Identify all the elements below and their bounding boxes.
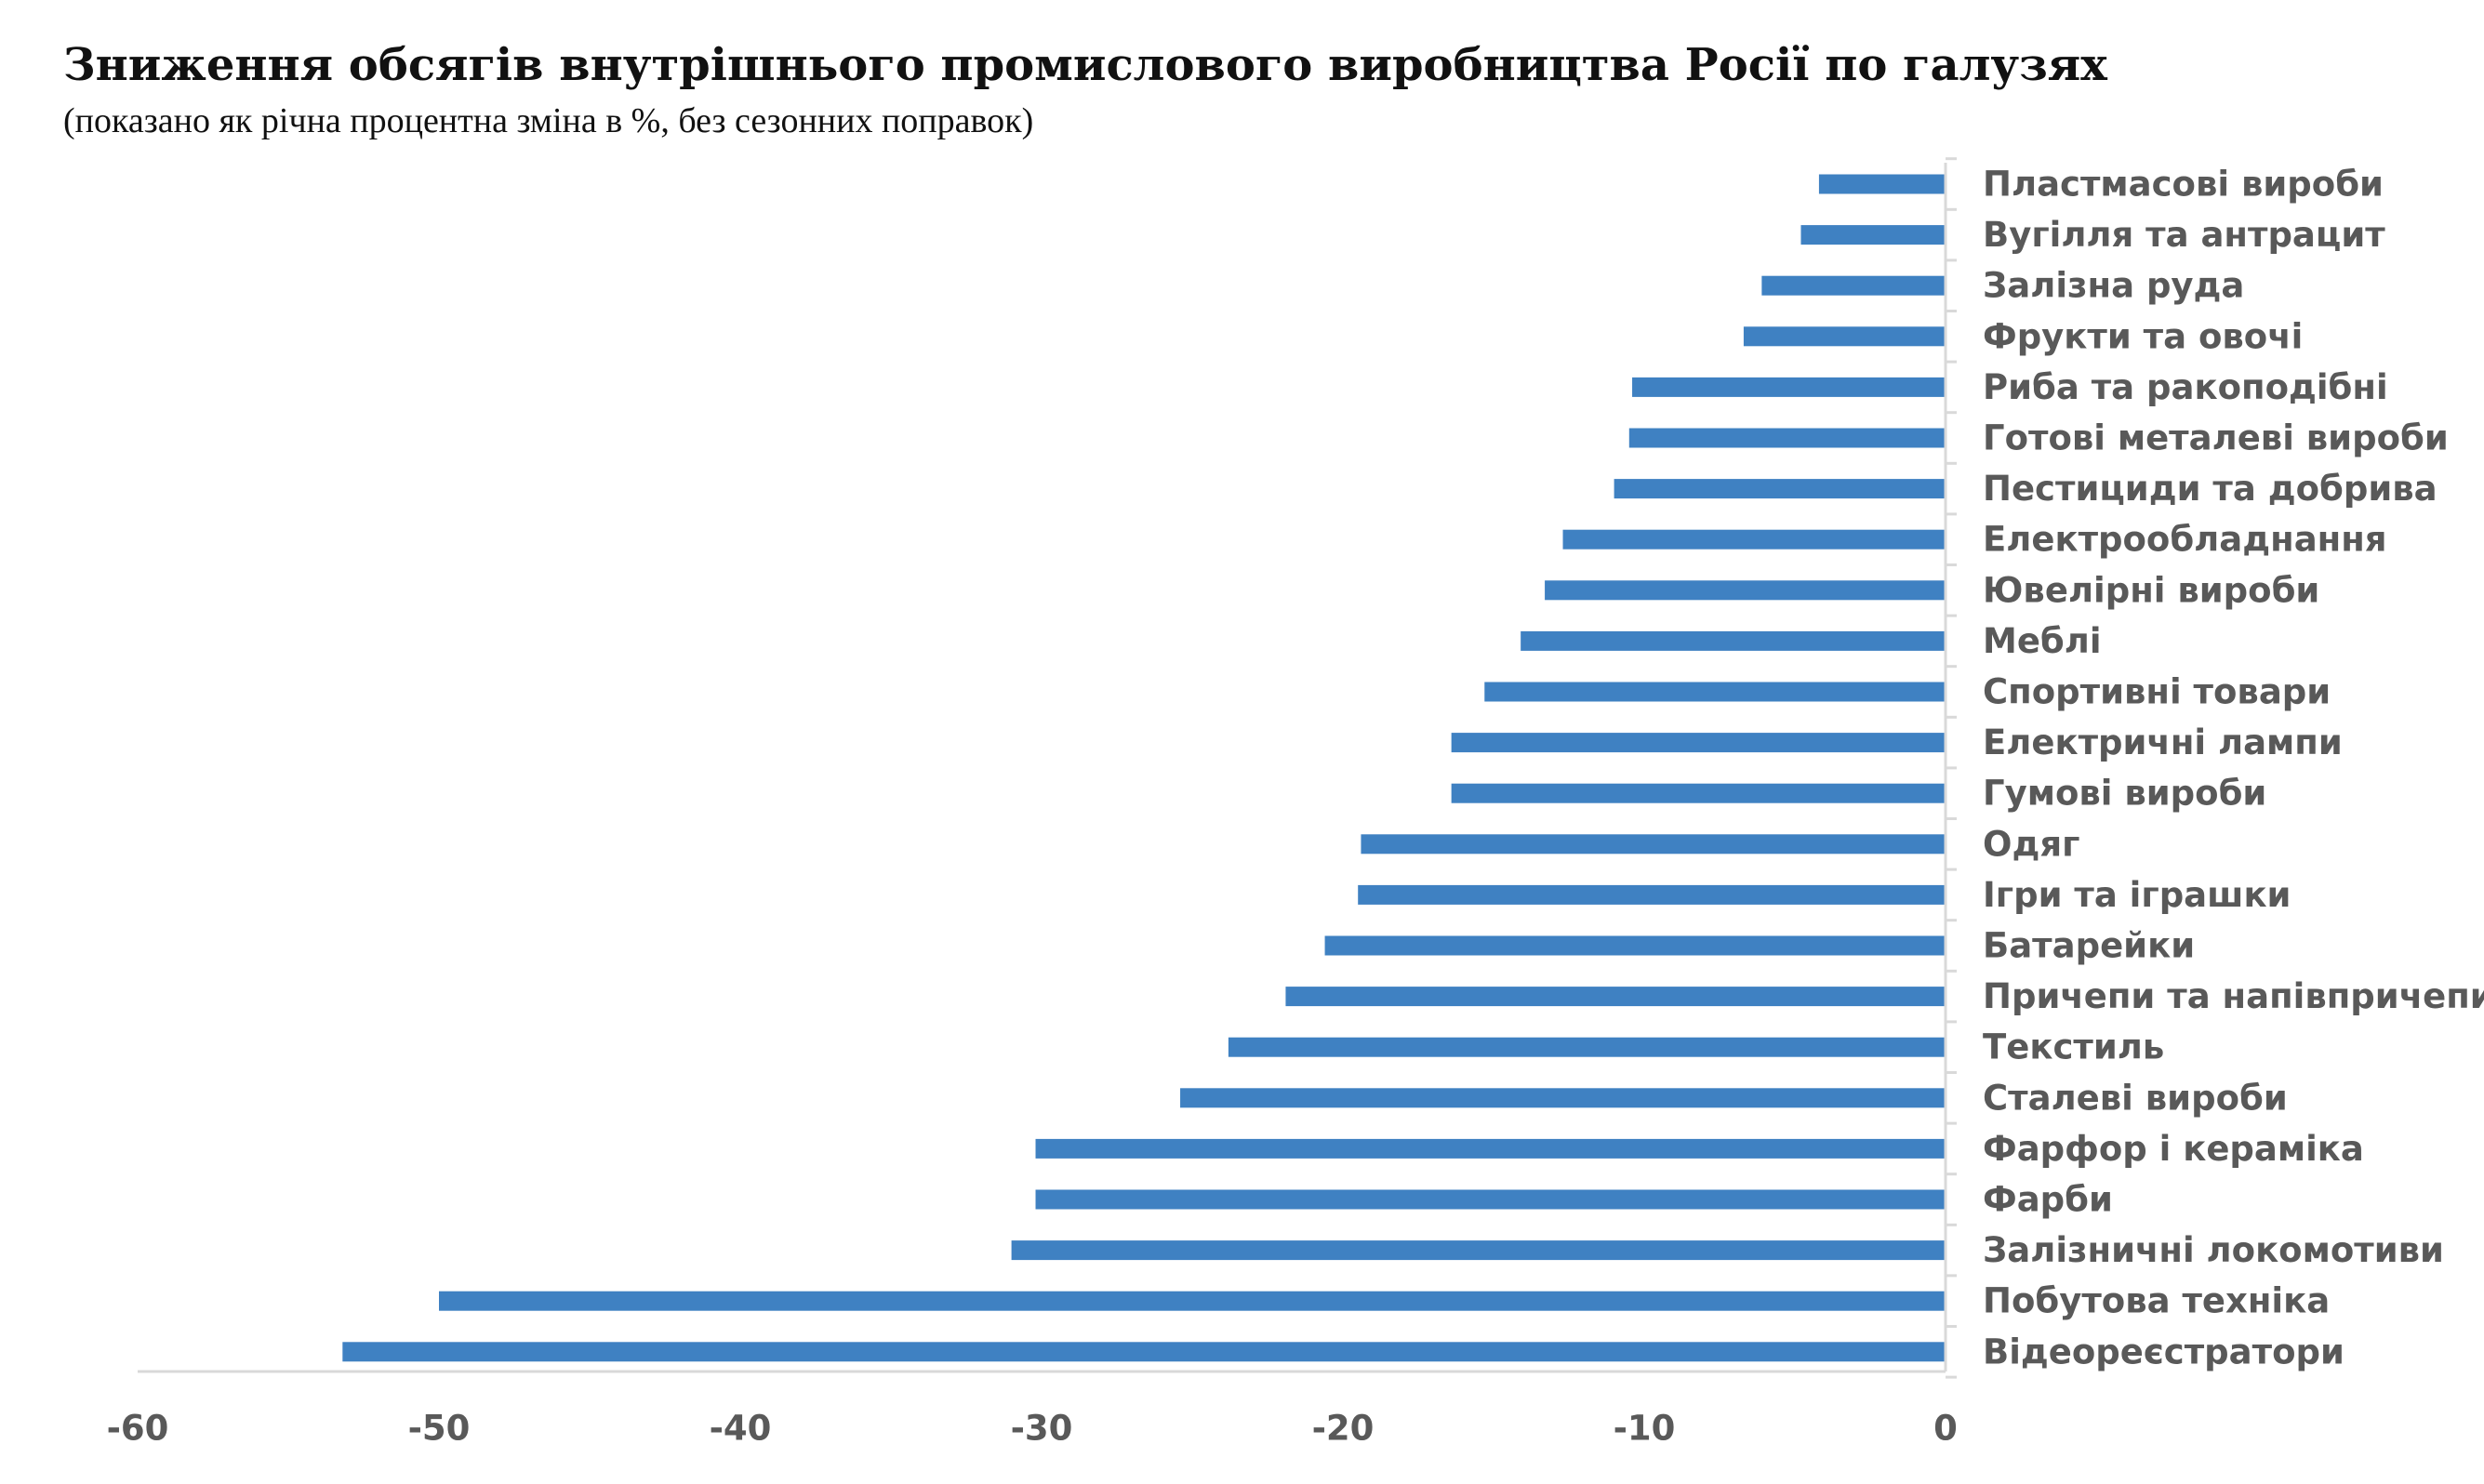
- bar: [1743, 326, 1946, 347]
- bar: [439, 1291, 1946, 1311]
- bar: [1761, 275, 1946, 296]
- bar: [1614, 479, 1946, 499]
- bar: [1628, 428, 1946, 448]
- bar: [1035, 1138, 1946, 1159]
- bar: [1035, 1189, 1946, 1210]
- x-tick-label: -60: [107, 1409, 169, 1449]
- category-label: Гумові вироби: [1983, 774, 2266, 814]
- category-label: Вугілля та антрацит: [1983, 215, 2385, 255]
- chart-subtitle: (показано як річна процентна зміна в %, …: [63, 101, 1034, 140]
- x-tick-label: -10: [1614, 1409, 1676, 1449]
- category-label: Сталеві вироби: [1983, 1078, 2288, 1118]
- bar: [1562, 529, 1946, 550]
- category-label: Фарфор і кераміка: [1983, 1129, 2364, 1169]
- bar: [342, 1342, 1946, 1362]
- category-label: Побутова техніка: [1983, 1281, 2330, 1321]
- category-label: Причепи та напівпричепи: [1983, 976, 2484, 1016]
- tick-labels: -60 -50 -40 -30 -20 -10 0: [107, 1409, 1958, 1449]
- category-label: Фарби: [1983, 1180, 2113, 1220]
- x-tick-label: -50: [408, 1409, 471, 1449]
- x-tick-label: -40: [710, 1409, 772, 1449]
- x-tick-label: 0: [1933, 1409, 1958, 1449]
- bar: [1285, 987, 1946, 1007]
- bar: [1451, 783, 1946, 803]
- category-label: Меблі: [1983, 621, 2102, 661]
- x-tick-label: -20: [1312, 1409, 1375, 1449]
- category-label: Електричні лампи: [1983, 722, 2343, 762]
- category-label: Батарейки: [1983, 926, 2195, 966]
- category-label: Риба та ракоподібні: [1983, 367, 2388, 407]
- category-label: Відеореєстратори: [1983, 1332, 2345, 1371]
- bar: [1545, 580, 1946, 601]
- category-label: Фрукти та овочі: [1983, 316, 2303, 356]
- category-label: Текстиль: [1983, 1027, 2164, 1067]
- bar: [1180, 1088, 1946, 1108]
- category-label: Спортивні товари: [1983, 672, 2331, 712]
- bar: [1451, 733, 1946, 753]
- x-tick-label: -30: [1011, 1409, 1073, 1449]
- bar: [1800, 225, 1946, 245]
- axes-group: [138, 157, 1957, 1379]
- category-label: Пестициди та добрива: [1983, 469, 2438, 509]
- bar: [1818, 174, 1946, 194]
- category-label: Залізна руда: [1983, 266, 2244, 306]
- category-labels: Пластмасові вироби Вугілля та антрацит Зал…: [1983, 165, 2484, 1372]
- category-label: Електрообладнання: [1983, 520, 2387, 560]
- category-label: Готові металеві вироби: [1983, 418, 2449, 458]
- bar: [1358, 884, 1946, 905]
- category-label: Ігри та іграшки: [1983, 875, 2291, 915]
- category-label: Пластмасові вироби: [1983, 165, 2384, 205]
- bar: [1324, 935, 1946, 956]
- category-label: Одяг: [1983, 824, 2079, 864]
- bar: [1521, 630, 1946, 651]
- bar: [1632, 377, 1946, 397]
- bar: [1228, 1037, 1946, 1057]
- category-label: Ювелірні вироби: [1983, 570, 2319, 610]
- category-label: Залізничні локомотиви: [1983, 1230, 2444, 1270]
- bar: [1361, 834, 1946, 855]
- bar: [1484, 682, 1946, 702]
- bar: [1011, 1240, 1946, 1261]
- bars-group: [342, 174, 1946, 1362]
- chart-title: Зниження обсягів внутрішнього промислово…: [63, 39, 2107, 91]
